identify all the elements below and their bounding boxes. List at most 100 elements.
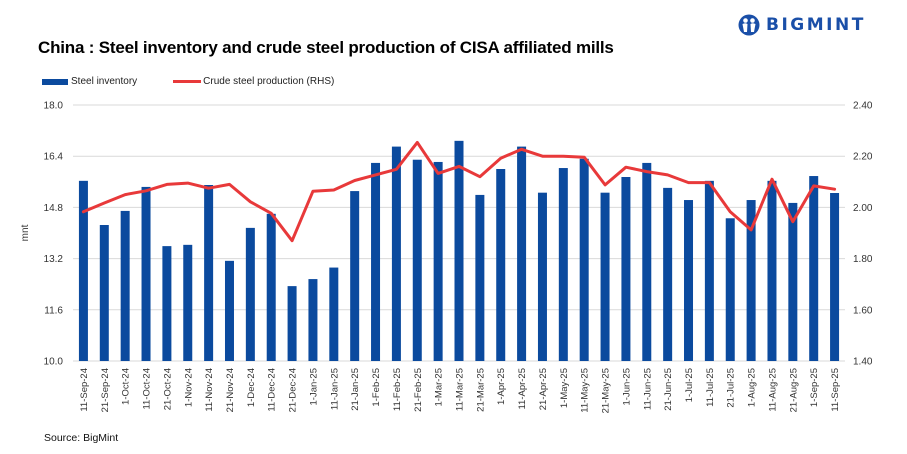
x-tick-label: 11-Sep-25 [830,368,841,412]
bar-steel-inventory [350,191,360,361]
y2-tick-label: 2.40 [853,101,873,112]
bar-steel-inventory [287,286,297,361]
bar-steel-inventory [579,158,589,361]
x-tick-label: 11-Jan-25 [329,368,340,410]
x-tick-label: 1-Sep-25 [809,368,820,407]
y-tick-label: 14.8 [44,203,64,214]
bar-steel-inventory [746,200,756,361]
y-tick-label: 11.6 [44,305,63,316]
x-tick-label: 1-Jul-25 [684,368,695,402]
bar-steel-inventory [809,176,819,361]
x-tick-label: 21-Nov-24 [225,368,236,412]
y-axis-left: 10.0 11.6 13.2 14.8 16.4 18.0 [44,101,64,368]
x-tick-label: 21-Jun-25 [663,368,674,411]
legend-item-steel-inventory: Steel inventory [42,76,137,87]
y2-tick-label: 1.40 [853,357,873,368]
bar-steel-inventory [245,227,255,361]
bar-steel-inventory [725,218,735,361]
bar-steel-inventory [78,180,88,361]
x-tick-label: 1-Jan-25 [308,368,319,406]
y2-tick-label: 2.00 [853,203,873,214]
bar-steel-inventory [684,200,694,361]
y-axis-title: mnt [20,224,31,241]
bar-steel-inventory [141,186,151,361]
bar-steel-inventory [496,169,506,361]
x-tick-label: 1-Mar-25 [434,368,445,407]
x-tick-label: 11-Feb-25 [392,368,403,411]
legend-swatch-line [173,80,202,83]
x-tick-label: 21-Jul-25 [726,368,737,408]
legend-swatch-bar [42,78,68,85]
x-tick-label: 11-Mar-25 [455,368,466,411]
bar-steel-inventory [308,279,318,361]
bar-steel-inventory [475,194,485,361]
bar-steel-inventory [391,146,401,361]
bar-steel-inventory [224,260,234,361]
y-tick-label: 16.4 [44,152,64,163]
bigmint-logo-icon [738,14,760,36]
bar-steel-inventory [204,185,214,361]
bar-series [78,140,840,361]
bar-steel-inventory [120,210,130,361]
bar-steel-inventory [600,192,610,361]
x-tick-label: 11-Aug-25 [767,368,778,412]
bar-steel-inventory [830,193,840,361]
x-tick-label: 11-Sep-24 [79,368,90,412]
x-tick-label: 11-Oct-24 [142,368,153,410]
bar-steel-inventory [704,180,714,361]
bar-steel-inventory [663,187,673,361]
x-tick-label: 11-Apr-25 [517,368,528,410]
x-tick-label: 11-Jun-25 [642,368,653,410]
line-crude-steel-production [81,140,837,243]
x-axis: 11-Sep-24 21-Sep-24 1-Oct-24 11-Oct-24 21-Oc… [79,368,841,413]
x-tick-label: 1-Apr-25 [496,368,507,405]
bar-steel-inventory [517,146,527,361]
bigmint-logo: BIGMINT [738,14,866,36]
legend-item-crude-steel-production: Crude steel production (RHS) [173,76,334,87]
y2-tick-label: 2.20 [853,152,873,163]
x-tick-label: 21-Dec-24 [288,368,299,412]
x-tick-label: 21-Jan-25 [350,368,361,411]
bar-steel-inventory [454,140,464,361]
y-tick-label: 13.2 [44,254,64,265]
bar-steel-inventory [266,213,276,361]
x-tick-label: 1-May-25 [559,368,570,408]
bar-steel-inventory [433,161,443,361]
y2-tick-label: 1.60 [853,305,873,316]
x-tick-label: 1-Oct-24 [121,368,132,405]
x-tick-label: 21-Aug-25 [788,368,799,412]
bar-steel-inventory [183,244,193,361]
bar-steel-inventory [642,162,652,361]
bar-steel-inventory [412,159,422,361]
chart-title: China : Steel inventory and crude steel … [38,38,614,57]
line-series [81,140,837,243]
x-tick-label: 1-Aug-25 [747,368,758,407]
y-tick-label: 10.0 [44,357,64,368]
x-tick-label: 21-May-25 [601,368,612,413]
chart-legend: Steel inventory Crude steel production (… [42,76,370,87]
x-tick-label: 11-Dec-24 [267,368,278,412]
bar-steel-inventory [788,202,798,361]
x-tick-label: 1-Dec-24 [246,368,257,407]
x-tick-label: 11-May-25 [580,368,591,413]
bar-steel-inventory [99,225,109,361]
logo-text: BIGMINT [766,15,866,35]
bar-steel-inventory [371,162,381,361]
x-tick-label: 21-Feb-25 [413,368,424,412]
x-tick-label: 21-Apr-25 [538,368,549,410]
bar-steel-inventory [621,177,631,361]
bar-steel-inventory [329,267,339,361]
x-tick-label: 21-Mar-25 [475,368,486,412]
bar-steel-inventory [558,168,568,361]
bar-steel-inventory [537,192,547,361]
legend-label: Steel inventory [71,76,138,87]
x-tick-label: 11-Jul-25 [705,368,716,407]
x-tick-label: 1-Nov-24 [183,368,194,407]
bar-steel-inventory [767,180,777,361]
source-note: Source: BigMint [44,432,119,444]
x-tick-label: 21-Oct-24 [162,368,173,410]
y-tick-label: 18.0 [44,101,64,112]
bar-steel-inventory [162,246,172,361]
y2-tick-label: 1.80 [853,254,873,265]
